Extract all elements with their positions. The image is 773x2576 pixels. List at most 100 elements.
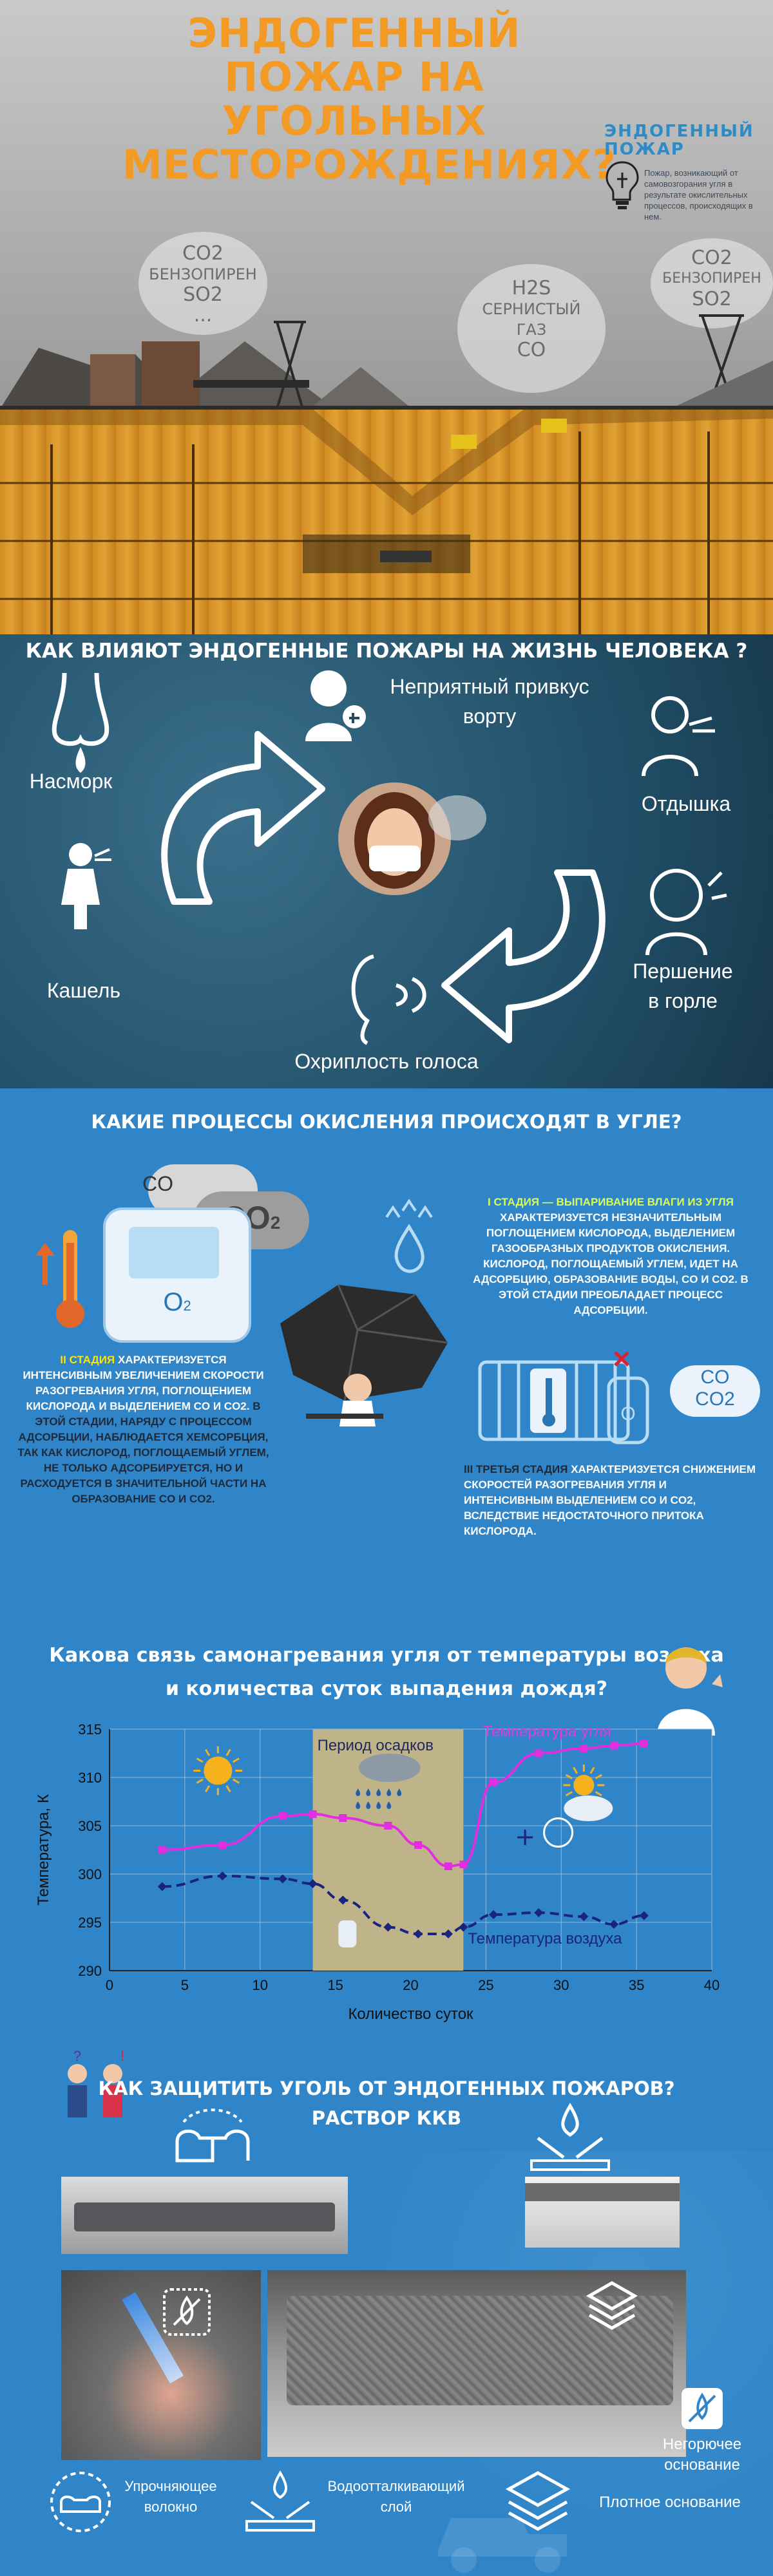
y-tick-label: 310 [78, 1770, 102, 1786]
rain-drop-icon [376, 1788, 381, 1796]
coal-temperature-point [610, 1741, 618, 1750]
temperature-chart: 0 5 10 15 20 25 30 35 40 290 295 300 305 310 315 Перио… [35, 1721, 720, 2023]
x-tick-label: 25 [478, 1977, 493, 1993]
air-temperature-point [459, 1922, 468, 1932]
nonflammable-line-1: Негорючее [662, 2436, 742, 2453]
protection-title-line-1: КАК ЗАЩИТИТЬ УГОЛЬ ОТ ЭНДОГЕННЫХ ПОЖАРОВ… [98, 2078, 675, 2099]
chart-question-line-1: Какова связь самонагревания угля от темп… [49, 1644, 724, 1667]
svg-text:!: ! [120, 2048, 124, 2064]
gas-cloud-right-text: CO2 БЕНЗОПИРЕН SO2 [651, 248, 773, 310]
air-temperature-point [534, 1908, 544, 1917]
x-tick-label: 15 [327, 1977, 343, 1993]
air-temperature-point [414, 1929, 423, 1938]
coal-temperature-point [640, 1739, 648, 1748]
air-temperature-point [383, 1922, 393, 1932]
coal-series-label: Температура угля [483, 1723, 611, 1741]
title-line-2: УГОЛЬНЫХ [222, 97, 487, 144]
cloud-right-benzopyrene: БЕНЗОПИРЕН [662, 270, 761, 287]
rain-drop-icon [366, 1801, 371, 1809]
strengthening-arm-icon [175, 2108, 250, 2163]
water-repellent-icon [530, 2103, 610, 2171]
protection-title: КАК ЗАЩИТИТЬ УГОЛЬ ОТ ЭНДОГЕННЫХ ПОЖАРОВ… [0, 2074, 773, 2133]
stage1-body: ХАРАКТЕРИЗУЕТСЯ НЕЗНАЧИТЕЛЬНЫМ ПОГЛОЩЕНИ… [473, 1211, 749, 1316]
cloud-left-benzopyrene: БЕНЗОПИРЕН [149, 265, 257, 283]
definition-box: ЭНДОГЕННЫЙ ПОЖАР Пожар, возникающий от с… [604, 122, 765, 222]
stage1-heading: I СТАДИЯ — ВЫПАРИВАНИЕ ВЛАГИ ИЗ УГЛЯ [488, 1196, 734, 1208]
x-tick-label: 0 [106, 1977, 113, 1993]
cloud-mid-sulfur: СЕРНИСТЫЙ [482, 300, 581, 318]
cough-label: Кашель [46, 979, 121, 1002]
stage3-text: III ТРЕТЬЯ СТАДИЯ ХАРАКТЕРИЗУЕТСЯ СНИЖЕН… [464, 1462, 757, 1539]
oxidation-section: КАКИЕ ПРОЦЕССЫ ОКИСЛЕНИЯ ПРОИСХОДЯТ В УГ… [0, 1088, 773, 1626]
strengthening-line-2: волокно [144, 2499, 198, 2515]
gas-cloud-right [651, 238, 773, 328]
mine-surface-illustration [0, 314, 773, 409]
coal-temperature-point [339, 1814, 347, 1822]
nonflammable-line-2: основание [664, 2456, 740, 2474]
x-tick-label: 20 [403, 1977, 418, 1993]
humidity-icon [338, 1920, 357, 1947]
rain-drop-icon [386, 1788, 392, 1796]
chart-section: Какова связь самонагревания угля от темп… [0, 1626, 773, 2048]
oxidation-title: КАКИЕ ПРОЦЕССЫ ОКИСЛЕНИЯ ПРОИСХОДЯТ В УГ… [91, 1111, 682, 1133]
coal-crosssection-photo [267, 2270, 686, 2457]
sore-throat-line-1: Першение [633, 960, 733, 983]
ozone-icon [543, 1817, 574, 1848]
cloud-mid-co: CO [517, 339, 546, 361]
strengthening-fiber-label: Упрочняющее волокно [116, 2476, 225, 2517]
right-co2-label: CO2 [695, 1388, 735, 1410]
rain-drop-icon [376, 1801, 381, 1809]
oxygen-tank-display [129, 1227, 219, 1278]
coal-temperature-point [444, 1862, 452, 1870]
water-repellent-label: Водоотталкивающий слой [319, 2476, 473, 2517]
right-co-label: CO [700, 1367, 730, 1388]
coal-temperature-point [158, 1846, 166, 1854]
x-tick-label: 30 [553, 1977, 569, 1993]
cloud-left-co2: CO2 [182, 242, 224, 265]
cloud-left-so2: SO2 [183, 283, 223, 306]
cycle-arrow-right [441, 869, 606, 1043]
cloud-mid-h2s: H2S [511, 277, 551, 299]
burn-test-photo [61, 2270, 261, 2460]
coal-temperature-line [162, 1742, 644, 1868]
rain-drop-icon [356, 1788, 361, 1796]
rain-period-label: Период осадков [318, 1737, 434, 1754]
o2-label-main: O [163, 1288, 184, 1316]
gas-cloud-left-text: CO2 БЕНЗОПИРЕН SO2 ... [138, 243, 267, 326]
coal-temperature-point [278, 1812, 287, 1820]
water-repellent-line-1: Водоотталкивающий [327, 2478, 465, 2494]
x-axis-label: Количество суток [348, 2005, 473, 2023]
x-tick-label: 35 [629, 1977, 644, 1993]
sore-throat-line-2: в горле [648, 989, 718, 1012]
underground-mine-illustration [0, 406, 773, 634]
sore-throat-label: Першение в горле [606, 956, 760, 1016]
definition-title-line-1: ЭНДОГЕННЫЙ [604, 122, 754, 141]
x-tick-label: 40 [704, 1977, 720, 1993]
title-line-3: МЕСТОРОЖДЕНИЯХ? [122, 141, 616, 188]
rain-drop-icon [397, 1788, 402, 1796]
heater-thermometer-icon [478, 1360, 630, 1441]
cloud-left-ellipsis: ... [193, 304, 213, 327]
right-gas-cloud [670, 1365, 760, 1417]
health-effects-title: КАК ВЛИЯЮТ ЭНДОГЕННЫЕ ПОЖАРЫ НА ЖИЗНЬ ЧЕ… [25, 639, 748, 663]
cloud-right-so2: SO2 [692, 288, 732, 310]
y-tick-label: 290 [78, 1963, 102, 1979]
coal-temperature-point [218, 1841, 227, 1849]
x-tick-label: 10 [253, 1977, 268, 1993]
sore-throat-person-icon [645, 869, 727, 956]
gas-cloud-middle-text: H2S СЕРНИСТЫЙ ГАЗ CO [457, 278, 606, 361]
chart-question-line-2: и количества суток выпадения дождя? [165, 1678, 608, 1700]
coal-temperature-point [580, 1745, 588, 1752]
rain-drop-icon [386, 1801, 392, 1809]
svg-text:?: ? [73, 2048, 81, 2064]
y-axis-label: Температура, К [35, 1794, 52, 1906]
protection-title-line-2: РАСТВОР ККВ [311, 2107, 462, 2129]
evaporation-drop-icon [385, 1198, 433, 1273]
bad-taste-label: Неприятный привкус ворту [367, 672, 612, 731]
strengthening-line-1: Упрочняющее [124, 2478, 217, 2494]
shortness-breath-person-icon [642, 696, 715, 777]
coal-sample-photo-2 [525, 2177, 680, 2248]
definition-text: Пожар, возникающий от самовозгорания угл… [644, 168, 753, 222]
lightbulb-head-icon [606, 161, 639, 209]
co-label: CO [142, 1172, 173, 1195]
